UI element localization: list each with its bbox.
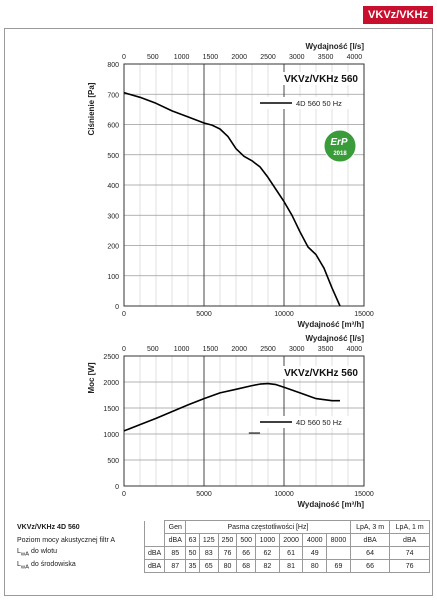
x2-tick-label: 3000 [289,346,305,353]
x2-tick-label: 2000 [231,346,247,353]
y-tick-label: 500 [107,153,119,160]
y-tick-label: 500 [107,458,119,465]
y-tick-label: 1000 [103,432,119,439]
table-model: VKVz/VKHz 4D 560 [16,520,145,534]
x2-tick-label: 1500 [203,54,219,61]
x2-tick-label: 3500 [318,54,334,61]
y-tick-label: 0 [115,304,119,311]
x2-tick-label: 2500 [260,54,276,61]
legend-bg [256,416,360,428]
table-gen-header: Gen [164,520,187,534]
table-band: 8000 [326,533,351,547]
table-gen-unit: dBA [164,533,187,547]
x-axis-label: Wydajność [m³/h] [297,500,364,509]
table-lpa1-unit: dBA [389,533,430,547]
x2-tick-label: 1500 [203,346,219,353]
chart-title: VKVz/VKHz 560 [284,368,358,379]
series-line [123,382,340,432]
x-tick-label: 5000 [196,491,212,498]
y-tick-label: 800 [107,62,119,69]
erp-label: ErP [330,137,348,148]
x2-axis-label: Wydajność [l/s] [305,334,364,343]
acoustic-table: VKVz/VKHz 4D 560 Gen Pasma częstotliwośc… [16,520,430,573]
x2-tick-label: 4000 [347,54,363,61]
datasheet-frame [4,28,433,596]
y-tick-label: 600 [107,123,119,130]
y-tick-label: 400 [107,183,119,190]
x2-tick-label: 2500 [260,346,276,353]
series-line [123,91,341,307]
plot-frame [123,63,365,307]
legend-label: 4D 560 50 Hz [296,418,342,427]
x2-tick-label: 500 [147,54,159,61]
x2-tick-label: 2000 [231,54,247,61]
table-band: 125 [198,533,219,547]
y-axis-label: Ciśnienie [Pa] [87,82,96,135]
legend-label: 4D 560 50 Hz [296,99,342,108]
table-band: 1000 [255,533,280,547]
table-band: 4000 [302,533,328,547]
legend-bg [256,97,360,109]
x2-axis-label: Wydajność [l/s] [305,42,364,51]
y-tick-label: 100 [107,274,119,281]
x-tick-label: 10000 [274,491,294,498]
y-tick-label: 700 [107,92,119,99]
title-bg [270,366,362,379]
table-lpa3-unit: dBA [349,533,391,547]
y-tick-label: 0 [115,484,119,491]
x-axis-label: Wydajność [m³/h] [297,320,364,329]
x2-tick-label: 3000 [289,54,305,61]
title-bg [270,72,362,85]
x-tick-label: 5000 [196,311,212,318]
erp-ring [323,129,357,163]
y-tick-label: 1500 [103,406,119,413]
row-label: do środowiska [30,561,76,569]
x2-tick-label: 1000 [174,346,190,353]
table-bands-title: Pasma częstotliwości [Hz] [185,520,351,534]
x-tick-label: 15000 [354,311,374,318]
x2-tick-label: 1000 [174,54,190,61]
erp-year: 2018 [333,151,347,157]
table-row: LwA do środowiska dBA 87 35 65 80 68 82 … [16,559,430,573]
table-row: LwA do wlotu dBA 85 50 83 76 66 62 61 49… [16,546,430,560]
table-band: 2000 [278,533,304,547]
x-tick-label: 0 [122,311,126,318]
x-tick-label: 0 [122,491,126,498]
erp-badge [324,130,356,162]
x2-tick-label: 0 [122,54,126,61]
product-badge: VKVz/VKHz [363,6,433,24]
y-tick-label: 200 [107,244,119,251]
chart-title: VKVz/VKHz 560 [284,74,358,85]
y-tick-label: 2500 [103,354,119,361]
plot-frame [123,355,365,487]
y-tick-label: 2000 [103,380,119,387]
y-tick-label: 300 [107,213,119,220]
x2-tick-label: 500 [147,346,159,353]
x-tick-label: 15000 [354,491,374,498]
table-desc: Poziom mocy akustycznej filtr A [16,533,145,547]
table-lpa3-header: LpA, 3 m [349,520,391,534]
x2-tick-label: 3500 [318,346,334,353]
table-band: 500 [236,533,257,547]
x2-tick-label: 4000 [347,346,363,353]
x-tick-label: 10000 [274,311,294,318]
table-band: 250 [217,533,238,547]
table-band: 63 [185,533,200,547]
y-axis-label: Moc [W] [87,362,96,393]
x2-tick-label: 0 [122,346,126,353]
table-lpa1-header: LpA, 1 m [389,520,430,534]
row-label: do wlotu [30,548,58,556]
